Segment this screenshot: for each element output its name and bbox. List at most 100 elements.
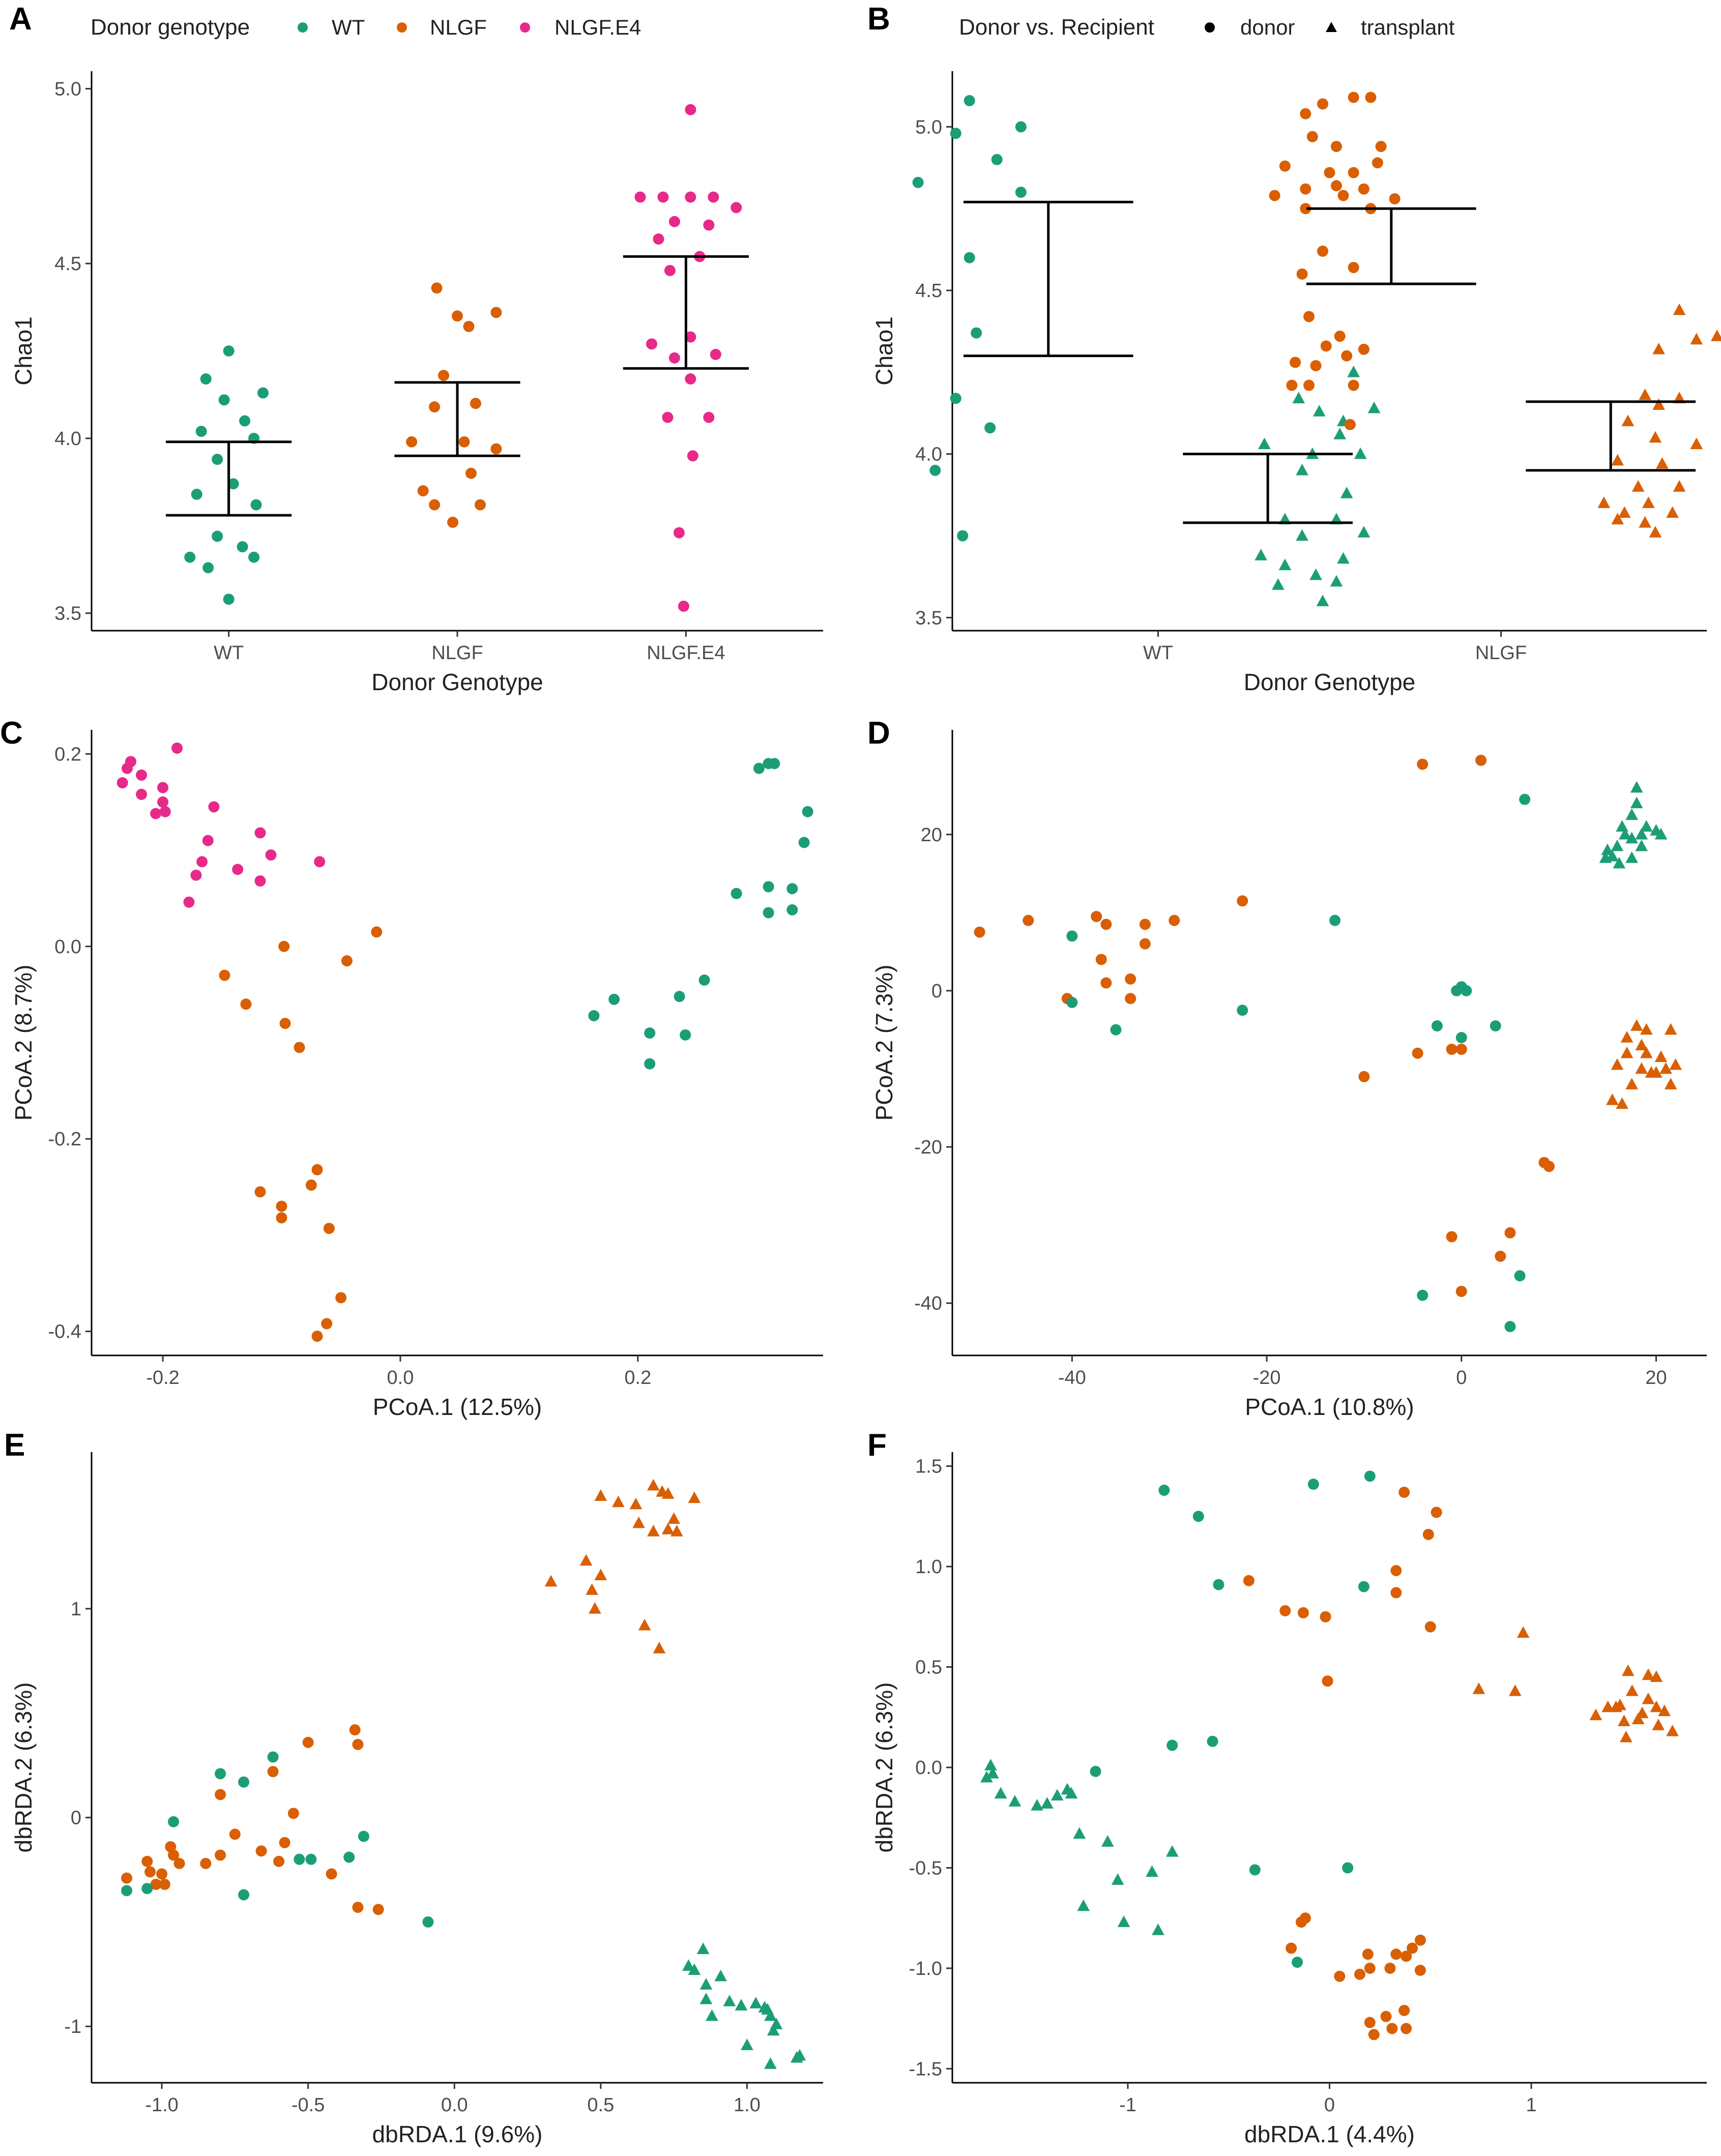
data-point-nlgf-transplant-triangle xyxy=(1618,1715,1630,1726)
data-point-nlgf-transplant-triangle xyxy=(647,1525,660,1537)
x-tick-label-e: 0.0 xyxy=(441,2094,468,2116)
data-point-nlgf xyxy=(335,1292,347,1304)
data-point-nlgf-transplant-triangle xyxy=(1516,1626,1530,1638)
y-tick-label-f: 0.0 xyxy=(915,1757,942,1779)
data-point-nlgf-donor xyxy=(1269,190,1280,201)
data-point-nlgf xyxy=(417,485,429,496)
series-wt-c xyxy=(588,758,813,1070)
data-point-nlgf xyxy=(305,1179,317,1191)
data-point-nlgf-transplant-triangle xyxy=(632,1516,645,1528)
data-point-nlgf-transplant-triangle xyxy=(1659,1062,1672,1074)
data-point-nlgf-donor xyxy=(1299,1912,1311,1924)
data-point-wt-transplant-triangle xyxy=(749,1996,763,2009)
data-point-nlgf-e4 xyxy=(208,801,220,813)
data-point-wt-transplant-triangle xyxy=(1357,526,1370,538)
data-point-nlgf-donor xyxy=(1389,193,1401,204)
data-point-nlgf-donor xyxy=(1330,140,1342,152)
data-point-wt-transplant-triangle xyxy=(764,2057,777,2069)
data-point-nlgf-donor xyxy=(287,1808,299,1819)
data-point-wt-donor xyxy=(1455,1032,1467,1044)
data-point-wt xyxy=(644,1058,656,1070)
x-axis-title-d: PCoA.1 (10.8%) xyxy=(1245,1394,1414,1420)
data-point-nlgf xyxy=(341,955,353,967)
data-point-nlgf-donor xyxy=(974,926,985,938)
data-point-nlgf-donor xyxy=(1455,1286,1467,1297)
data-point-nlgf-transplant-triangle xyxy=(1635,1039,1648,1051)
data-point-nlgf-donor xyxy=(1306,131,1318,142)
data-point-wt-donor xyxy=(215,1768,226,1780)
series-wt-transplant-b xyxy=(1255,365,1381,606)
data-point-nlgf-donor xyxy=(349,1724,361,1736)
data-point-nlgf-donor xyxy=(1320,1611,1331,1622)
data-point-wt-transplant-triangle xyxy=(1041,1797,1054,1809)
data-point-wt-transplant-triangle xyxy=(1635,839,1648,851)
chart-panel-f: -1.5 -1.0 -0.5 0.0 0.5 1.0 1.5 -1 0 1 dbRDA.1 (4.4… xyxy=(871,1452,1707,2147)
data-point-nlgf xyxy=(276,1212,287,1224)
data-point-wt-transplant-triangle xyxy=(1073,1827,1086,1839)
data-point-wt-transplant-triangle xyxy=(723,1994,736,2006)
data-point-nlgf-transplant-triangle xyxy=(1616,1097,1628,1109)
data-point-nlgf-e4 xyxy=(664,264,676,276)
data-point-nlgf xyxy=(452,310,463,322)
data-point-nlgf-transplant-triangle xyxy=(1690,333,1703,345)
series-wt-donor-b xyxy=(912,95,1027,542)
data-point-nlgf-transplant-triangle xyxy=(1642,1692,1655,1704)
data-point-nlgf-donor xyxy=(168,1849,180,1861)
data-point-nlgf-e4 xyxy=(668,216,680,227)
data-point-wt-donor xyxy=(1066,996,1078,1008)
data-point-nlgf-donor xyxy=(1290,357,1301,368)
data-point-nlgf-e4 xyxy=(687,450,698,462)
y-tick-label-d: -20 xyxy=(914,1137,942,1158)
data-point-nlgf-transplant-triangle xyxy=(653,1641,666,1653)
legend-item-transplant: transplant xyxy=(1361,15,1455,39)
y-tick-label-f: -1.0 xyxy=(909,1958,942,1980)
data-point-nlgf-transplant-triangle xyxy=(1673,480,1686,492)
data-point-nlgf-donor xyxy=(1412,1047,1423,1059)
x-axis-title-b: Donor Genotype xyxy=(1244,669,1416,695)
legend-nlgfe4-circle-icon xyxy=(520,22,530,33)
data-point-nlgf-donor xyxy=(1091,911,1102,923)
data-point-wt-donor xyxy=(1431,1020,1443,1031)
data-point-wt xyxy=(218,394,230,406)
series-wt-donor-d xyxy=(1066,793,1531,1333)
data-point-nlgf-donor xyxy=(1538,1157,1550,1168)
data-point-nlgf-donor xyxy=(267,1766,279,1778)
data-point-nlgf-e4 xyxy=(265,849,277,861)
data-point-nlgf-transplant-triangle xyxy=(661,1522,675,1534)
data-point-nlgf-e4 xyxy=(125,756,137,767)
data-point-nlgf-donor xyxy=(1348,167,1359,179)
data-point-nlgf-transplant-triangle xyxy=(1611,454,1624,466)
data-point-nlgf-transplant-triangle xyxy=(586,1583,598,1595)
data-point-nlgf-donor xyxy=(1330,180,1342,192)
data-point-wt xyxy=(191,488,202,500)
data-point-nlgf-transplant-triangle xyxy=(1620,1031,1634,1043)
data-point-nlgf-transplant-triangle xyxy=(1589,1708,1602,1721)
data-point-nlgf-donor xyxy=(1125,993,1136,1005)
legend-item-nlgfe4: NLGF.E4 xyxy=(555,15,641,39)
data-point-nlgf-donor xyxy=(1401,1951,1412,1962)
data-point-nlgf xyxy=(465,467,477,479)
data-point-wt-donor xyxy=(1329,914,1341,926)
data-point-wt-transplant-triangle xyxy=(1258,437,1271,450)
y-tick-label-f: 1.5 xyxy=(915,1456,942,1478)
data-point-nlgf-transplant-triangle xyxy=(1640,1023,1653,1035)
data-point-nlgf-donor xyxy=(1417,758,1428,770)
x-tick-label-b: WT xyxy=(1143,642,1173,664)
y-tick-label-e: 1 xyxy=(71,1599,81,1620)
x-tick-label-a: WT xyxy=(214,642,244,664)
data-point-nlgf-donor xyxy=(1317,98,1329,110)
data-point-nlgf xyxy=(278,940,290,952)
y-tick-label-b: 3.5 xyxy=(915,607,942,629)
y-tick-label-d: 20 xyxy=(921,824,942,846)
data-point-nlgf-transplant-triangle xyxy=(1650,1066,1662,1078)
data-point-wt-donor xyxy=(1364,1470,1376,1482)
data-point-nlgf-transplant-triangle xyxy=(1654,1050,1668,1062)
data-point-nlgf-e4 xyxy=(708,191,719,203)
data-point-nlgf-donor xyxy=(1348,379,1359,391)
data-point-wt-donor xyxy=(950,128,961,139)
data-point-nlgf-donor xyxy=(1358,183,1369,195)
series-wt-transplant-e xyxy=(682,1942,806,2069)
data-point-nlgf-donor xyxy=(1422,1528,1434,1540)
data-point-wt-transplant-triangle xyxy=(1065,1787,1078,1799)
